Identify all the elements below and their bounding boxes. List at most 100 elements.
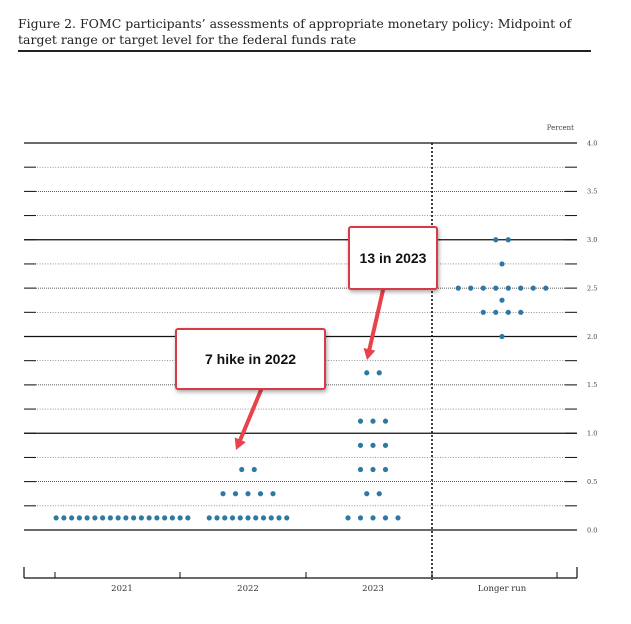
- dot: [455, 285, 461, 291]
- dot: [146, 515, 152, 521]
- dot-series: [53, 237, 549, 521]
- annotation-2023-box: 13 in 2023: [348, 226, 438, 290]
- dot: [131, 515, 137, 521]
- dot: [251, 466, 257, 473]
- dot: [260, 515, 267, 521]
- dot: [253, 515, 259, 521]
- dot: [220, 491, 226, 497]
- dot: [505, 237, 511, 243]
- dot: [382, 418, 389, 424]
- dot: [84, 515, 90, 521]
- dot: [376, 491, 382, 497]
- dot: [229, 515, 236, 521]
- annotation-arrows: [234, 288, 385, 450]
- dot: [357, 515, 364, 521]
- dot: [169, 515, 175, 521]
- dot: [257, 491, 264, 497]
- dot: [61, 515, 67, 521]
- dot: [543, 285, 549, 291]
- x-axis: 2021 2022 2023 Longer run: [23, 567, 578, 594]
- dot: [185, 515, 191, 521]
- dot: [239, 466, 245, 473]
- x-tick-label: 2021: [111, 584, 133, 594]
- dot: [364, 370, 370, 376]
- dot: [480, 309, 486, 315]
- dot: [499, 333, 505, 340]
- dot: [154, 515, 160, 521]
- dot: [53, 515, 59, 521]
- y-tick-label: 4.0: [587, 139, 597, 147]
- y-tick-label: 0.5: [587, 478, 597, 486]
- dot: [237, 515, 243, 521]
- dot: [382, 515, 389, 521]
- dot: [468, 285, 474, 291]
- dot: [284, 515, 290, 521]
- dot: [222, 515, 228, 521]
- dot: [493, 309, 499, 315]
- dot: [505, 309, 511, 315]
- arrow-head: [363, 347, 376, 360]
- dot: [480, 285, 486, 291]
- dot: [138, 515, 144, 521]
- dot: [370, 442, 376, 448]
- y-tick-label: 2.0: [587, 333, 597, 341]
- arrow-head: [234, 437, 246, 450]
- dot: [493, 237, 499, 243]
- dot: [370, 515, 376, 521]
- dot: [493, 285, 499, 291]
- dot: [395, 515, 401, 521]
- dot: [345, 515, 351, 521]
- dot: [530, 285, 536, 291]
- dot: [92, 515, 98, 521]
- y-tick-label: 1.0: [587, 430, 597, 438]
- title-rule: [18, 50, 591, 52]
- dot: [382, 466, 389, 473]
- dot: [107, 515, 113, 521]
- dot: [357, 442, 364, 448]
- dot: [364, 491, 370, 497]
- dot: [370, 466, 376, 473]
- dot: [499, 297, 505, 303]
- dot: [270, 491, 276, 497]
- annotation-2022-box: 7 hike in 2022: [175, 328, 326, 390]
- dot: [357, 418, 364, 424]
- dot: [76, 515, 82, 521]
- dot: [370, 418, 376, 424]
- annotation-arrow-2022: [234, 388, 263, 450]
- y-tick-label: 1.5: [587, 381, 597, 389]
- dot: [245, 515, 251, 521]
- dot: [518, 309, 524, 315]
- annotation-arrow-2023: [363, 288, 385, 360]
- dot: [245, 491, 251, 497]
- dot: [268, 515, 274, 521]
- y-tick-label: 3.5: [587, 188, 597, 196]
- dot: [382, 442, 389, 448]
- dot: [518, 285, 524, 291]
- dot: [357, 466, 364, 473]
- dot: [69, 515, 75, 521]
- dot: [100, 515, 106, 521]
- dot: [115, 515, 121, 521]
- y-axis-unit-label: Percent: [547, 124, 574, 132]
- dot: [376, 370, 382, 376]
- dot: [232, 491, 239, 497]
- arrow-shaft: [238, 388, 263, 442]
- dot: [162, 515, 168, 521]
- x-tick-label: 2022: [237, 584, 259, 594]
- x-tick-label: 2023: [362, 584, 384, 594]
- arrow-shaft: [367, 288, 385, 352]
- dot: [206, 515, 212, 521]
- dot: [214, 515, 220, 521]
- dot: [123, 515, 129, 521]
- x-tick-label: Longer run: [478, 584, 527, 594]
- y-tick-label: 0.0: [587, 526, 597, 534]
- grid-lines: 4.0 3.5 3.0 2.5 2.0 1.5 1.0 0.5 0.0 Percent: [24, 124, 597, 580]
- y-tick-label: 2.5: [587, 284, 597, 292]
- dot: [276, 515, 282, 521]
- dot: [499, 261, 505, 267]
- dot: [505, 285, 511, 291]
- y-tick-label: 3.0: [587, 236, 597, 244]
- dot: [177, 515, 183, 521]
- figure-title: Figure 2. FOMC participants’ assessments…: [18, 16, 572, 47]
